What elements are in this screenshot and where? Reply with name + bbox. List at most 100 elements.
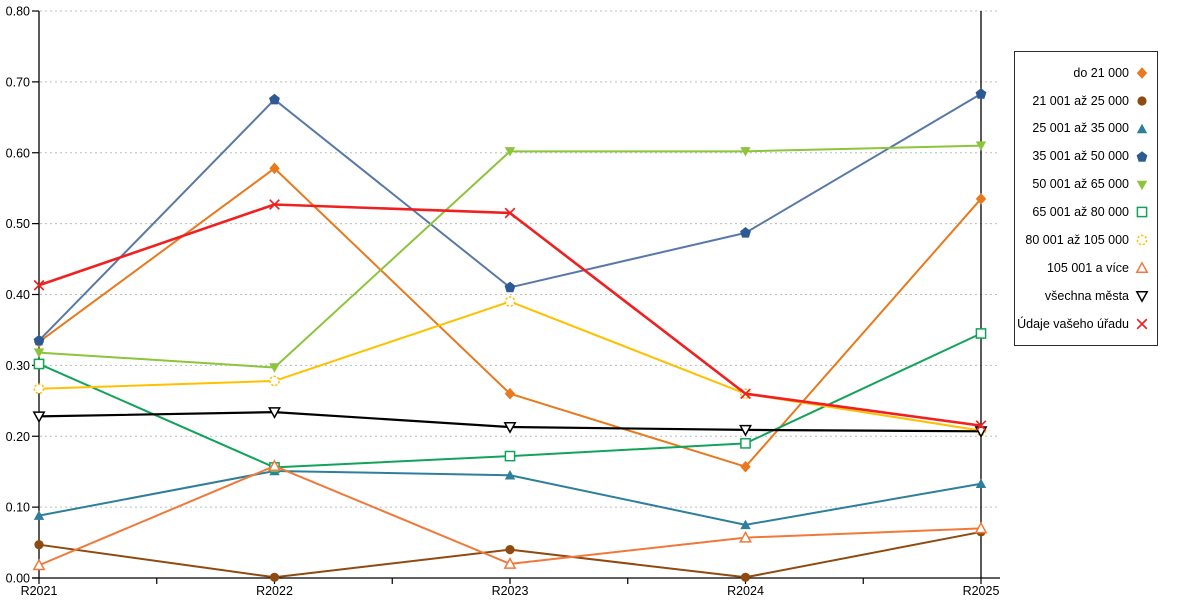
data-point-marker xyxy=(504,387,516,400)
legend-item-label: 25 001 až 35 000 xyxy=(1032,121,1129,136)
data-point-marker xyxy=(740,460,751,473)
data-point-marker xyxy=(269,363,280,373)
y-tick-label: 0.10 xyxy=(6,501,30,515)
data-point-marker xyxy=(740,227,751,238)
legend-item-label: 80 001 až 105 000 xyxy=(1025,233,1129,248)
legend-item: do 21 000 xyxy=(1019,65,1150,81)
legend-item-label: 50 001 až 65 000 xyxy=(1032,177,1129,192)
legend-item: 35 001 až 50 000 xyxy=(1019,149,1150,165)
legend-marker-diamond-icon xyxy=(1136,67,1148,79)
series-5 xyxy=(33,328,987,473)
data-point-marker xyxy=(503,422,517,434)
legend-marker-x-icon xyxy=(1136,318,1148,330)
data-point-marker xyxy=(504,450,516,462)
data-point-marker xyxy=(975,478,987,489)
legend-item-label: všechna města xyxy=(1044,288,1129,303)
data-point-marker xyxy=(269,199,280,210)
data-point-marker xyxy=(504,207,516,219)
legend-marker-pentagon-icon xyxy=(1136,150,1148,162)
data-point-marker xyxy=(740,437,751,449)
data-point-marker xyxy=(975,141,987,151)
data-point-marker xyxy=(740,147,751,157)
data-point-marker xyxy=(268,407,281,419)
series-8 xyxy=(32,407,988,439)
axes: 0.00 0.10 0.20 0.30 0.40 0.50 0.60 0.70 0.80 R202… xyxy=(6,5,1000,598)
legend-item: 25 001 až 35 000 xyxy=(1019,121,1150,137)
data-point-marker xyxy=(504,296,516,307)
data-point-marker xyxy=(269,572,280,582)
legend: do 21 000 21 001 až 25 000 25 001 až 35 00… xyxy=(1014,51,1158,346)
legend-marker-triangle-down-icon xyxy=(1136,180,1148,190)
legend-item-label: 35 001 až 50 000 xyxy=(1032,149,1129,164)
data-point-marker xyxy=(505,545,515,555)
x-tick-label: R2025 xyxy=(963,584,1000,598)
series-2 xyxy=(33,465,987,530)
y-tick-label: 0.80 xyxy=(6,5,30,19)
data-point-marker xyxy=(33,334,45,346)
data-point-marker xyxy=(975,328,987,339)
data-point-marker xyxy=(269,375,280,387)
series-9 xyxy=(33,199,987,432)
legend-item-label: 65 001 až 80 000 xyxy=(1032,205,1129,220)
series-1 xyxy=(34,527,986,582)
legend-item: 21 001 až 25 000 xyxy=(1019,93,1150,109)
legend-marker-square-icon xyxy=(1136,207,1148,218)
series-6 xyxy=(33,296,987,436)
legend-item: 65 001 až 80 000 xyxy=(1019,204,1150,220)
data-point-marker xyxy=(740,519,751,530)
legend-item: 50 001 až 65 000 xyxy=(1019,177,1150,193)
data-point-marker xyxy=(975,88,987,99)
y-tick-label: 0.30 xyxy=(6,359,30,373)
legend-item-label: 105 001 a více xyxy=(1046,260,1129,275)
data-point-marker xyxy=(33,279,45,291)
legend-marker-triangle-up-icon xyxy=(1136,123,1148,133)
legend-item-label: do 21 000 xyxy=(1073,65,1129,80)
legend-item: všechna města xyxy=(1019,288,1150,304)
legend-marker-triangle-down-icon xyxy=(1135,291,1149,303)
legend-marker-circle-icon xyxy=(1137,96,1147,106)
data-point-marker xyxy=(269,93,280,105)
data-point-marker xyxy=(32,411,46,424)
y-tick-label: 0.20 xyxy=(6,430,30,444)
data-point-marker xyxy=(33,383,45,395)
data-point-marker xyxy=(504,281,516,293)
legend-marker-circle-icon xyxy=(1136,234,1148,246)
x-tick-label: R2024 xyxy=(727,584,764,598)
data-point-marker xyxy=(740,388,751,400)
data-point-marker xyxy=(740,572,751,582)
data-point-marker xyxy=(32,558,46,571)
data-point-marker xyxy=(975,193,987,205)
y-tick-label: 0.50 xyxy=(6,217,30,231)
data-point-marker xyxy=(974,521,988,534)
data-point-marker xyxy=(33,348,45,358)
legend-marker-triangle-up-icon xyxy=(1135,261,1149,274)
data-point-marker xyxy=(504,147,516,157)
x-tick-label: R2023 xyxy=(492,584,529,598)
series-4 xyxy=(33,141,987,373)
x-tick-label: R2021 xyxy=(21,584,58,598)
gridlines xyxy=(40,10,1000,508)
series-3 xyxy=(33,88,987,346)
data-point-marker xyxy=(33,510,45,520)
data-point-marker xyxy=(33,358,45,370)
x-tick-label: R2022 xyxy=(256,584,293,598)
legend-item: Údaje vašeho úřadu xyxy=(1017,316,1150,332)
legend-item-label: Údaje vašeho úřadu xyxy=(1017,316,1129,331)
data-point-marker xyxy=(268,459,281,472)
y-tick-label: 0.70 xyxy=(6,75,30,89)
data-point-marker xyxy=(34,540,44,550)
legend-item: 80 001 až 105 000 xyxy=(1019,232,1150,248)
series-0 xyxy=(33,162,987,473)
series-7 xyxy=(32,459,988,571)
legend-item-label: 21 001 až 25 000 xyxy=(1032,93,1129,108)
data-point-marker xyxy=(269,162,280,175)
data-point-marker xyxy=(975,420,987,432)
y-tick-label: 0.40 xyxy=(6,288,30,302)
legend-item: 105 001 a více xyxy=(1019,260,1150,276)
data-point-marker xyxy=(504,470,516,480)
y-tick-label: 0.00 xyxy=(6,572,30,586)
y-tick-label: 0.60 xyxy=(6,146,30,160)
data-point-marker xyxy=(739,424,752,437)
